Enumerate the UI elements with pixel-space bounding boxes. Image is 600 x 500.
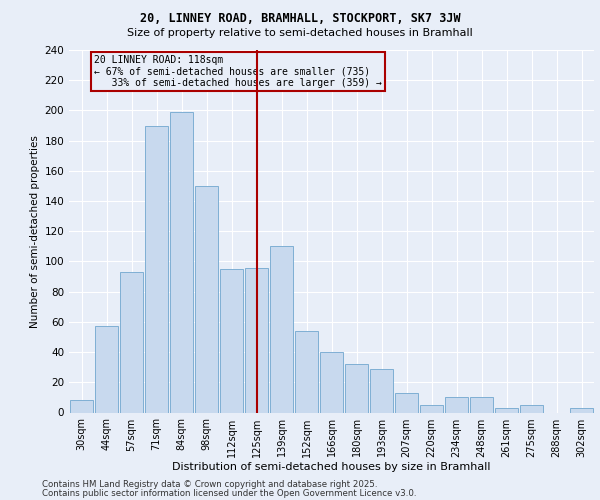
Bar [520, 405, 544, 412]
Text: Size of property relative to semi-detached houses in Bramhall: Size of property relative to semi-detach… [127, 28, 473, 38]
Bar [145, 126, 169, 412]
Text: Contains public sector information licensed under the Open Government Licence v3: Contains public sector information licen… [42, 488, 416, 498]
Bar [445, 398, 469, 412]
Bar [419, 405, 443, 412]
Bar [170, 112, 193, 412]
Bar [470, 398, 493, 412]
X-axis label: Distribution of semi-detached houses by size in Bramhall: Distribution of semi-detached houses by … [172, 462, 491, 472]
Bar [370, 368, 394, 412]
Bar [569, 408, 593, 412]
Bar [395, 393, 418, 412]
Bar [344, 364, 368, 412]
Y-axis label: Number of semi-detached properties: Number of semi-detached properties [30, 135, 40, 328]
Text: 20 LINNEY ROAD: 118sqm
← 67% of semi-detached houses are smaller (735)
   33% of: 20 LINNEY ROAD: 118sqm ← 67% of semi-det… [94, 54, 382, 88]
Bar [494, 408, 518, 412]
Bar [320, 352, 343, 412]
Text: Contains HM Land Registry data © Crown copyright and database right 2025.: Contains HM Land Registry data © Crown c… [42, 480, 377, 489]
Bar [95, 326, 118, 412]
Bar [119, 272, 143, 412]
Bar [269, 246, 293, 412]
Bar [194, 186, 218, 412]
Bar [245, 268, 268, 412]
Text: 20, LINNEY ROAD, BRAMHALL, STOCKPORT, SK7 3JW: 20, LINNEY ROAD, BRAMHALL, STOCKPORT, SK… [140, 12, 460, 26]
Bar [295, 331, 319, 412]
Bar [70, 400, 94, 412]
Bar [220, 269, 244, 412]
